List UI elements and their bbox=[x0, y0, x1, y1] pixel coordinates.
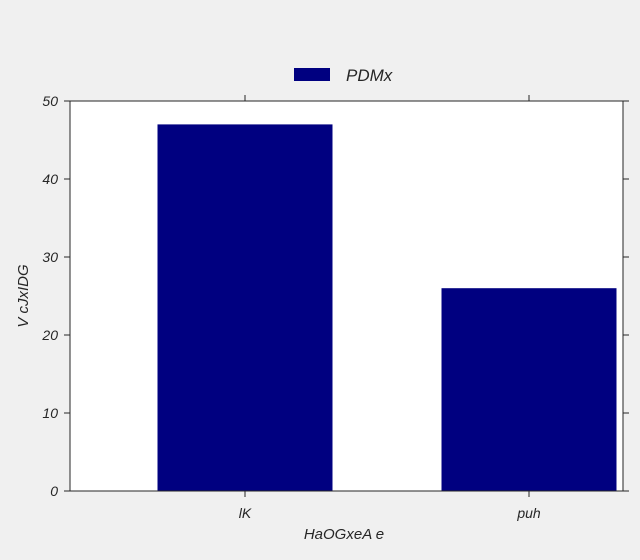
y-tick-label: 20 bbox=[41, 327, 58, 343]
y-tick-label: 40 bbox=[42, 171, 58, 187]
x-tick-label: puh bbox=[516, 505, 541, 521]
bars-layer bbox=[157, 124, 617, 491]
legend: PDMx bbox=[294, 66, 393, 85]
bar-lK bbox=[157, 124, 333, 491]
bar-puh bbox=[441, 288, 617, 491]
y-tick-label: 0 bbox=[50, 483, 58, 499]
y-tick-label: 10 bbox=[42, 405, 58, 421]
y-axis-title: V cJxIDG bbox=[15, 264, 32, 328]
x-tick-label: lK bbox=[239, 505, 252, 521]
x-axis-title: HaOGxeA e bbox=[304, 526, 384, 543]
plot-frame bbox=[69, 100, 624, 492]
legend-label: PDMx bbox=[346, 66, 393, 85]
y-tick-label: 30 bbox=[42, 249, 58, 265]
legend-swatch bbox=[294, 68, 330, 81]
y-tick-label: 50 bbox=[42, 93, 58, 109]
ticks-layer: 0 10 20 30 40 50 lK puh bbox=[41, 93, 629, 521]
